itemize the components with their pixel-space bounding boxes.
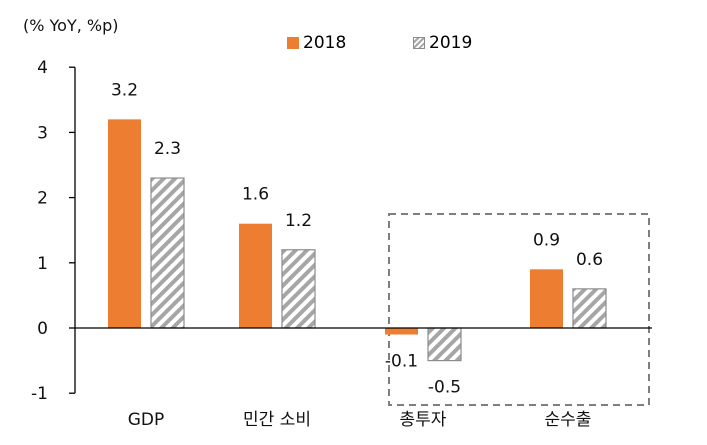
- y-tick-label: 4: [37, 58, 48, 78]
- bar-2019-4: [572, 288, 607, 329]
- y-tick-label: 1: [37, 254, 48, 274]
- data-label-2018-2: 1.6: [242, 185, 269, 205]
- data-label-2018-3: -0.1: [385, 352, 418, 372]
- data-label-2019-2: 1.2: [285, 211, 312, 231]
- y-tick-label: -1: [31, 384, 48, 404]
- y-tick-label: 0: [37, 319, 48, 339]
- bar-2019-3: [427, 327, 462, 362]
- data-label-2018-1: 3.2: [111, 80, 138, 100]
- bar-2019-2: [281, 249, 316, 329]
- y-axis-unit-label: (% YoY, %p): [23, 16, 119, 35]
- legend-label-2018: 2018: [303, 33, 347, 53]
- x-category-label: GDP: [128, 410, 165, 430]
- legend-swatch-2018: [287, 37, 299, 49]
- legend-label-2019: 2019: [429, 33, 473, 53]
- legend-item-2018: 2018: [287, 33, 346, 53]
- x-category-label: 총투자: [400, 410, 447, 430]
- data-label-2018-4: 0.9: [533, 230, 560, 250]
- bar-2018-4: [530, 269, 563, 328]
- data-label-2019-1: 2.3: [154, 139, 181, 159]
- bar-2018-1: [108, 119, 141, 328]
- legend-item-2019: 2019: [413, 33, 472, 53]
- legend-swatch-2019: [413, 37, 425, 49]
- bar-2019-1: [150, 177, 185, 329]
- highlight-box: [388, 213, 650, 406]
- x-category-label: 순수출: [545, 410, 592, 430]
- bar-2018-2: [239, 223, 272, 328]
- y-tick-label: 2: [37, 189, 48, 209]
- bar-2018-3: [385, 328, 418, 335]
- data-label-2019-3: -0.5: [428, 378, 461, 398]
- x-category-label: 민간 소비: [243, 410, 311, 430]
- data-label-2019-4: 0.6: [576, 250, 603, 270]
- y-tick-label: 3: [37, 123, 48, 143]
